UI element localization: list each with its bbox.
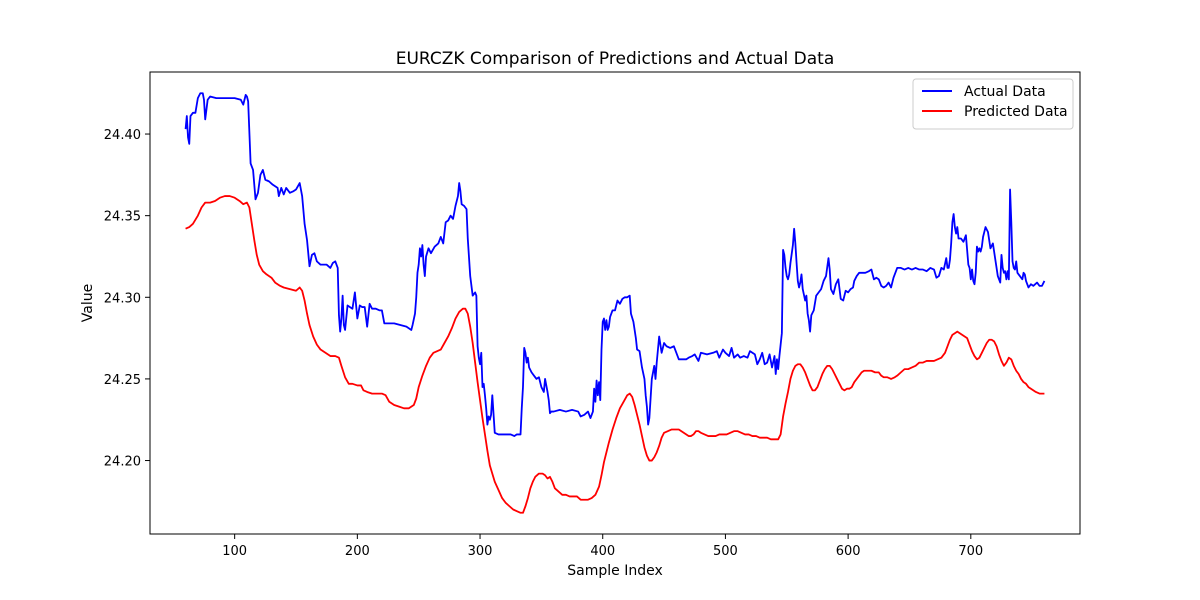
y-tick-label: 24.40	[104, 128, 141, 143]
x-tick-label: 500	[713, 544, 738, 559]
x-tick-label: 100	[222, 544, 247, 559]
y-tick-label: 24.20	[104, 455, 141, 470]
series-layer	[184, 92, 1046, 514]
series-line-actual-data	[184, 92, 1046, 437]
legend-label-predicted-data: Predicted Data	[964, 104, 1068, 120]
y-tick-label: 24.35	[104, 210, 141, 225]
x-axis-ticks: 100 200 300 400 500 600 700	[222, 534, 983, 559]
y-axis-label: Value	[80, 284, 96, 322]
legend-box	[912, 78, 1074, 130]
y-tick-label: 24.25	[104, 373, 141, 388]
x-tick-label: 700	[958, 544, 983, 559]
plot-frame	[149, 71, 1081, 535]
legend-label-actual-data: Actual Data	[964, 84, 1046, 100]
x-tick-label: 400	[590, 544, 615, 559]
series-line-predicted-data	[185, 195, 1045, 514]
legend: Actual Data Predicted Data	[912, 78, 1074, 130]
x-tick-label: 600	[836, 544, 861, 559]
y-tick-label: 24.30	[104, 291, 141, 306]
x-tick-label: 300	[468, 544, 493, 559]
x-axis-label: Sample Index	[567, 563, 662, 579]
x-tick-label: 200	[345, 544, 370, 559]
y-axis-ticks: 24.20 24.25 24.30 24.35 24.40	[104, 128, 150, 470]
chart-title: EURCZK Comparison of Predictions and Act…	[396, 49, 835, 69]
